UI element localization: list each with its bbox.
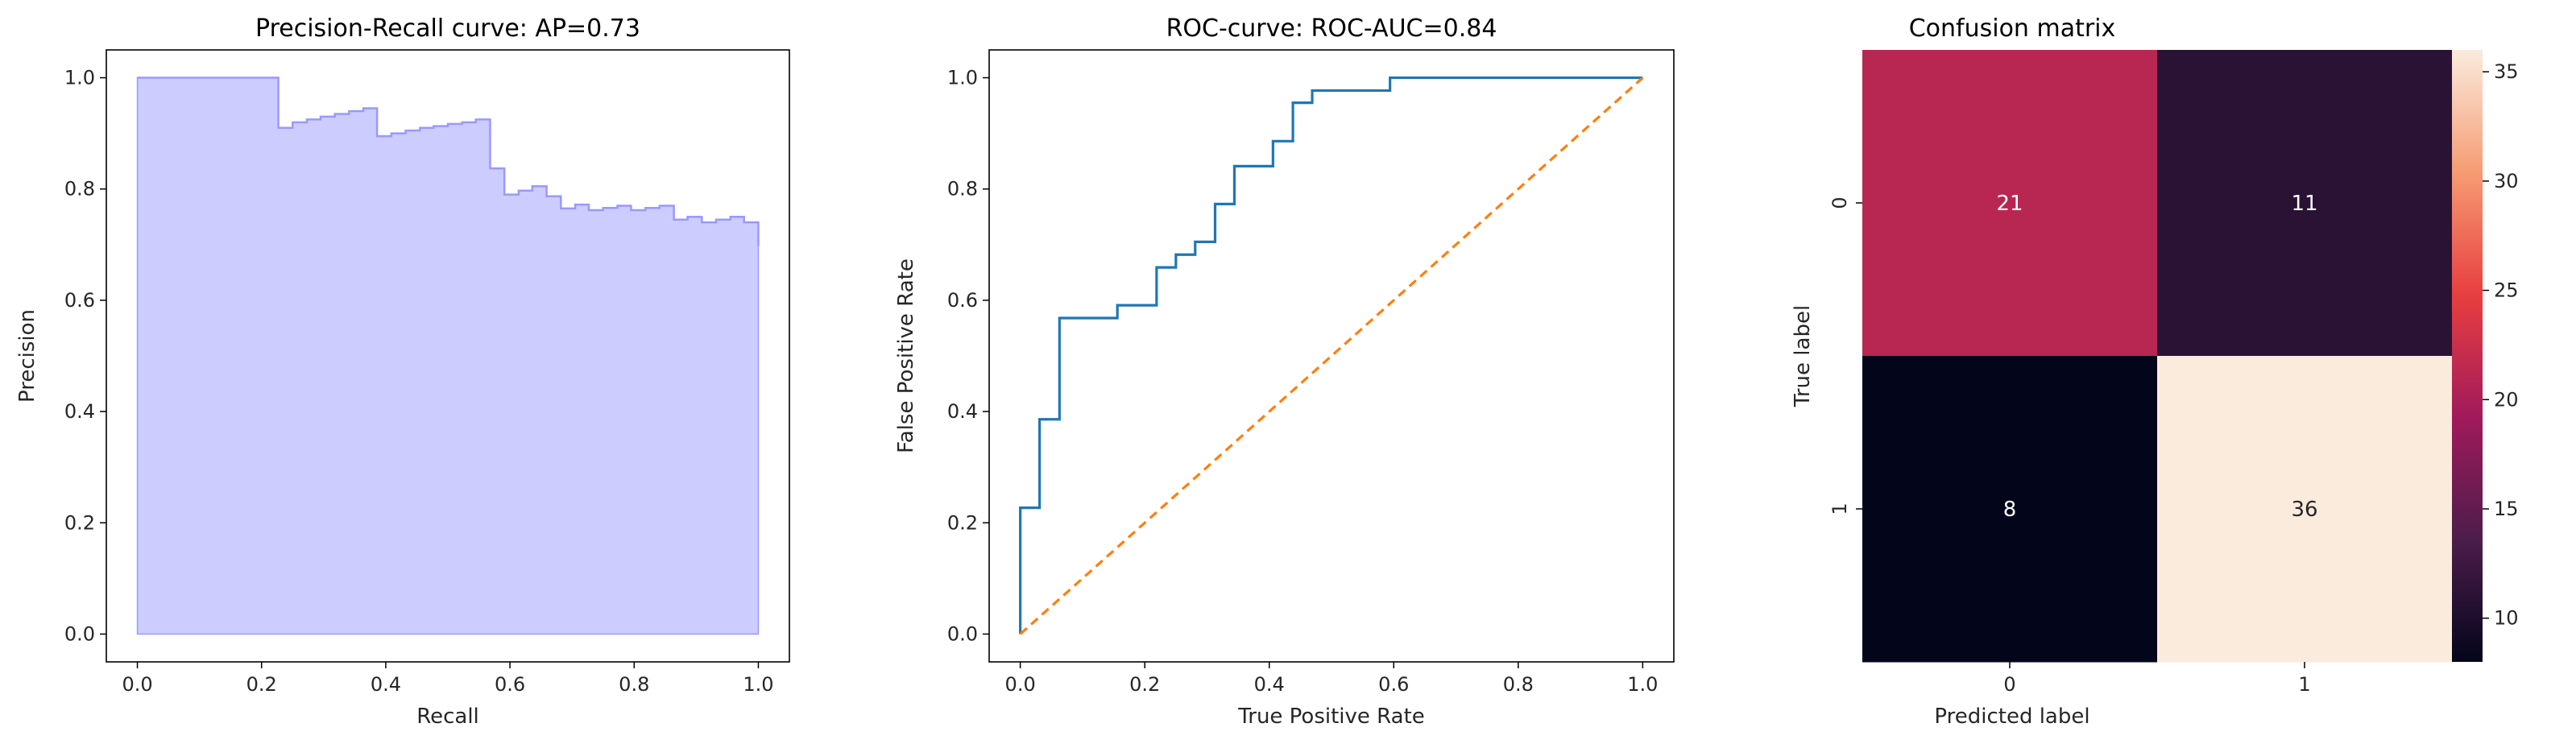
cm-cell-label: 8 — [2003, 498, 2017, 522]
pr-x-ticks: 0.0 0.2 0.4 0.6 0.8 1.0 — [122, 662, 774, 696]
pr-y-tick-label: 1.0 — [64, 67, 95, 89]
roc-y-tick-label: 0.4 — [947, 400, 978, 423]
colorbar: 10 15 20 25 30 35 — [2452, 50, 2519, 662]
pr-y-ticks: 0.0 0.2 0.4 0.6 0.8 1.0 — [64, 67, 106, 645]
roc-x-axis-label: True Positive Rate — [1237, 705, 1425, 729]
roc-x-tick-label: 0.6 — [1378, 673, 1409, 696]
pr-chart: Precision-Recall curve: AP=0.73 0.0 0.2 0.… — [15, 14, 790, 729]
cm-y-tick-label: 1 — [1828, 502, 1851, 515]
cm-x-tick-label: 0 — [2003, 673, 2015, 696]
pr-y-tick-label: 0.0 — [64, 622, 95, 645]
cm-title: Confusion matrix — [1909, 14, 2116, 43]
roc-plot-frame — [988, 49, 1675, 663]
colorbar-tick-label: 35 — [2494, 60, 2519, 83]
cm-x-axis-label: Predicted label — [1934, 705, 2089, 729]
roc-title: ROC-curve: ROC-AUC=0.84 — [1166, 14, 1497, 43]
cm-cell — [2157, 50, 2453, 357]
cm-cell — [2157, 356, 2453, 663]
colorbar-gradient — [2452, 50, 2483, 662]
cm-y-tick-label: 0 — [1828, 196, 1851, 209]
roc-x-ticks: 0.0 0.2 0.4 0.6 0.8 1.0 — [1005, 662, 1658, 696]
pr-x-tick-label: 0.4 — [371, 673, 401, 696]
colorbar-tick-label: 30 — [2494, 170, 2519, 192]
roc-y-tick-label: 1.0 — [947, 67, 978, 89]
pr-x-tick-label: 0.2 — [246, 673, 277, 696]
cm-x-tick-label: 1 — [2298, 673, 2310, 696]
cm-y-ticks: 01 — [1828, 196, 1862, 515]
pr-x-axis-label: Recall — [416, 705, 479, 729]
cm-cells: 21 11 8 36 — [1862, 50, 2453, 663]
pr-y-tick-label: 0.4 — [64, 400, 95, 423]
pr-y-tick-label: 0.2 — [64, 511, 95, 534]
roc-y-axis-label: False Positive Rate — [894, 258, 918, 453]
roc-x-tick-label: 0.8 — [1503, 673, 1534, 696]
pr-plot-frame — [106, 49, 790, 663]
roc-diagonal-line — [1019, 76, 1644, 635]
pr-y-axis-label: Precision — [15, 309, 39, 403]
roc-chart: ROC-curve: ROC-AUC=0.84 0.0 0.2 0.4 0.6 0.8 1… — [894, 14, 1675, 729]
roc-y-tick-label: 0.6 — [947, 289, 978, 312]
pr-y-tick-label: 0.8 — [64, 178, 95, 200]
pr-x-tick-label: 0.0 — [122, 673, 152, 696]
colorbar-tick-label: 15 — [2494, 498, 2519, 520]
cm-cell — [1862, 50, 2158, 357]
cm-cell-label: 21 — [1996, 192, 2023, 216]
colorbar-tick-label: 20 — [2494, 388, 2519, 411]
colorbar-tick-label: 25 — [2494, 279, 2519, 302]
pr-area — [136, 76, 760, 635]
pr-line — [137, 76, 760, 246]
roc-y-tick-label: 0.0 — [947, 622, 978, 645]
cm-y-axis-label: True label — [1791, 305, 1815, 407]
colorbar-ticks: 10 15 20 25 30 35 — [2483, 60, 2519, 630]
roc-y-tick-label: 0.8 — [947, 178, 978, 200]
roc-x-tick-label: 0.2 — [1129, 673, 1160, 696]
pr-x-tick-label: 0.6 — [495, 673, 525, 696]
pr-y-tick-label: 0.6 — [64, 289, 95, 312]
roc-x-tick-label: 0.0 — [1005, 673, 1036, 696]
roc-y-tick-label: 0.2 — [947, 511, 978, 534]
roc-y-ticks: 0.0 0.2 0.4 0.6 0.8 1.0 — [947, 67, 989, 645]
roc-curve-line — [1019, 76, 1643, 634]
cm-cell-label: 11 — [2291, 192, 2317, 216]
colorbar-tick-label: 10 — [2494, 607, 2519, 630]
pr-title: Precision-Recall curve: AP=0.73 — [255, 14, 640, 43]
cm-cell-label: 36 — [2291, 498, 2317, 522]
roc-x-tick-label: 0.4 — [1254, 673, 1285, 696]
pr-x-tick-label: 1.0 — [743, 673, 773, 696]
cm-cell — [1862, 356, 2158, 663]
roc-x-tick-label: 1.0 — [1627, 673, 1658, 696]
pr-x-tick-label: 0.8 — [619, 673, 649, 696]
